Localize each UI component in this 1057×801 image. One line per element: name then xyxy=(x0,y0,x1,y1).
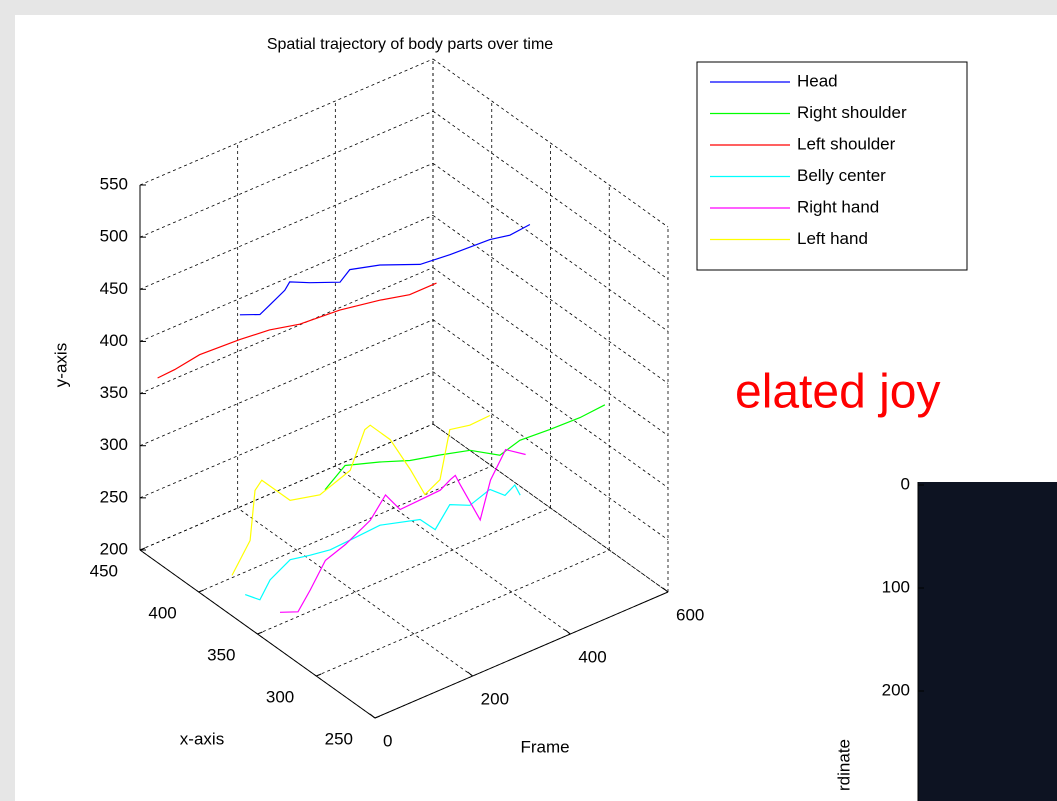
tick-mark xyxy=(139,547,146,551)
y-axis-label: y-axis xyxy=(51,343,70,387)
grid-line xyxy=(139,110,434,238)
grid-line xyxy=(257,507,551,635)
tick-mark xyxy=(662,587,669,593)
y-tick-label: 550 xyxy=(100,174,128,193)
legend-label: Right hand xyxy=(797,197,879,216)
legend-label: Left shoulder xyxy=(797,134,896,153)
tick-mark xyxy=(369,713,376,719)
image-tick-label: 0 xyxy=(901,474,910,493)
grid-line xyxy=(139,162,434,290)
y-tick-label: 500 xyxy=(100,227,128,246)
legend-label: Right shoulder xyxy=(797,103,907,122)
grid-line xyxy=(139,319,434,447)
legend-label: Belly center xyxy=(797,166,886,185)
y-tick-label: 350 xyxy=(100,383,128,402)
frame-tick-label: 200 xyxy=(481,689,509,708)
frame-axis-label: Frame xyxy=(520,737,569,756)
y-tick-label: 400 xyxy=(100,331,128,350)
y-tick-label: 300 xyxy=(100,435,128,454)
tick-mark xyxy=(198,589,204,593)
tick-mark xyxy=(467,671,473,677)
image-y-label: rdinate xyxy=(834,739,853,791)
image-tick-label: 100 xyxy=(882,577,910,596)
grid-line xyxy=(139,58,434,186)
frame-tick-label: 400 xyxy=(578,647,606,666)
grid-line xyxy=(139,267,434,394)
tick-mark xyxy=(316,673,322,677)
annotation: elated joy xyxy=(735,366,940,419)
grid-line xyxy=(432,162,669,332)
grid-line xyxy=(139,371,434,499)
grid-line xyxy=(316,549,610,677)
legend-label: Left hand xyxy=(797,229,868,248)
tick-mark xyxy=(257,631,263,635)
grid-line xyxy=(432,110,669,280)
y-tick-label: 250 xyxy=(100,487,128,506)
trajectory xyxy=(239,223,531,316)
grid-line xyxy=(432,423,669,593)
grid-line xyxy=(432,215,669,384)
trajectory xyxy=(157,282,437,379)
trajectory xyxy=(231,414,491,576)
trajectory xyxy=(244,483,521,601)
x-tick-label: 350 xyxy=(207,645,235,664)
tick-mark xyxy=(374,715,381,719)
grid-line xyxy=(139,215,434,342)
x-tick-label: 400 xyxy=(148,603,176,622)
x-axis-label: x-axis xyxy=(180,729,224,748)
frame-tick-label: 0 xyxy=(383,731,392,750)
grid-line xyxy=(432,371,669,541)
legend-box xyxy=(696,61,968,271)
grid-line xyxy=(139,423,434,551)
y-tick-label: 450 xyxy=(100,279,128,298)
grid-line xyxy=(237,507,473,677)
x-tick-label: 450 xyxy=(90,561,118,580)
grid-line xyxy=(432,58,669,228)
frame-tick-label: 600 xyxy=(676,605,704,624)
x-tick-label: 300 xyxy=(266,687,294,706)
legend: Head Right shoulder Left shoulder Belly cen… xyxy=(696,61,968,271)
tick-mark xyxy=(565,629,571,635)
grid-line xyxy=(432,267,669,436)
y-tick-label: 200 xyxy=(100,539,128,558)
image-panel xyxy=(918,482,1057,801)
legend-label: Head xyxy=(797,71,838,90)
frame-axis-line xyxy=(374,591,669,719)
trajectory xyxy=(279,448,526,613)
chart-title: Spatial trajectory of body parts over ti… xyxy=(267,36,553,53)
x-tick-label: 250 xyxy=(325,729,353,748)
image-tick-label: 200 xyxy=(882,680,910,699)
grid-line xyxy=(432,319,669,489)
trajectory xyxy=(324,404,606,491)
